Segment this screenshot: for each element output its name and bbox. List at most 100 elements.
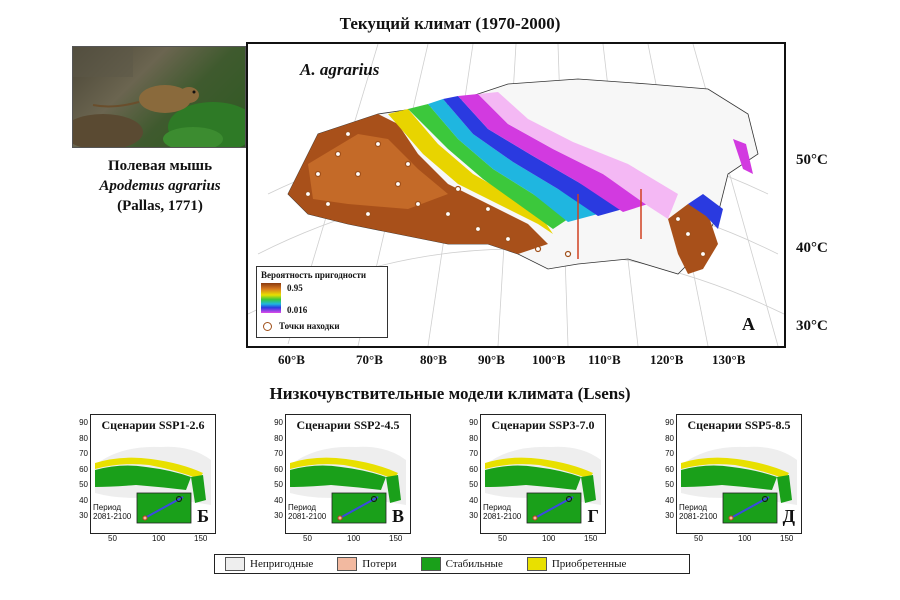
x-tick-label: 50 [694, 534, 703, 543]
suitability-band-pink [478, 92, 678, 219]
period-value: 2081-2100 [679, 512, 718, 521]
legend-swatch [225, 557, 245, 571]
y-tick-label: 50 [274, 480, 283, 489]
scenario-letter: Д [782, 506, 795, 526]
scenario-map [681, 446, 797, 524]
y-tick-label: 30 [469, 511, 478, 520]
mouse-photo [72, 46, 246, 148]
period-label: Период 2081-2100 [288, 503, 326, 521]
scenario-letter: В [391, 506, 404, 526]
species-latin-name: Apodemus agrarius [99, 178, 221, 194]
legend-swatch [420, 557, 441, 571]
suitability-legend: Вероятность пригодности 0.95 0.016 Точки… [256, 266, 388, 338]
scenario-title: Сценарии SSP5-8.5 [687, 418, 791, 432]
lon-label: 110°B [588, 352, 621, 367]
y-tick-label: 50 [79, 480, 88, 489]
suitability-color-ramp [261, 283, 281, 313]
y-tick-label: 60 [665, 464, 674, 474]
y-tick-label: 60 [469, 464, 478, 474]
y-tick-label: 60 [79, 464, 88, 474]
x-tick-label: 50 [303, 534, 312, 543]
occurrence-points [304, 130, 707, 258]
suitability-band-cyan [428, 99, 598, 222]
lat-label: 30°C [796, 318, 828, 334]
y-tick-label: 40 [79, 495, 88, 505]
x-tick-label: 150 [389, 534, 403, 543]
lon-label: 80°B [420, 352, 447, 367]
suitability-max: 0.95 [287, 283, 303, 293]
main-map-panel-letter: A [742, 314, 755, 334]
scenario-map [95, 446, 211, 524]
scenario-panel: Сценарии SSP2-4.5 Период 2081-2100 В [285, 414, 411, 534]
legend-item-gained: Приобретенные [526, 557, 626, 571]
lon-label: 100°B [532, 352, 566, 367]
scenario-title: Сценарии SSP3-7.0 [491, 418, 595, 432]
map-title: Текущий климат (1970-2000) [339, 14, 561, 33]
scenario-panel: Сценарии SSP3-7.0 Период 2081-2100 Г [480, 414, 606, 534]
legend-item-stable: Стабильные [420, 557, 503, 571]
x-tick-label: 50 [498, 534, 507, 543]
suitability-band-yellow [388, 109, 553, 234]
y-tick-label: 80 [274, 433, 283, 443]
legend-swatch [337, 557, 358, 571]
suitability-min: 0.016 [287, 305, 308, 315]
period-label: Период 2081-2100 [483, 503, 521, 521]
x-tick-label: 150 [194, 534, 208, 543]
period-value: 2081-2100 [93, 512, 132, 521]
scenario-panel: Сценарии SSP5-8.5 Период 2081-2100 Д [676, 414, 802, 534]
lon-label: 60°B [278, 352, 305, 367]
y-tick-label: 70 [79, 449, 88, 458]
scenario-title: Сценарии SSP2-4.5 [296, 418, 400, 432]
legend-label: Непригодные [250, 558, 314, 570]
y-tick-label: 90 [79, 418, 88, 427]
lon-label: 120°B [650, 352, 684, 367]
far-east-band-blue [688, 194, 723, 229]
x-tick-label: 100 [738, 534, 752, 543]
x-tick-label: 50 [108, 534, 117, 543]
legend-label: Потери [362, 558, 397, 570]
period-value: 2081-2100 [483, 512, 522, 521]
y-tick-label: 70 [665, 449, 674, 458]
species-author: (Pallas, 1771) [117, 198, 203, 214]
suitability-legend-title: Вероятность пригодности [261, 270, 367, 280]
y-tick-label: 30 [274, 511, 283, 520]
y-tick-label: 60 [274, 464, 283, 474]
legend-label: Стабильные [445, 558, 503, 570]
x-tick-label: 150 [584, 534, 598, 543]
species-common-name: Полевая мышь [107, 158, 213, 174]
scenario-title: Сценарии SSP1-2.6 [101, 418, 205, 432]
y-tick-label: 90 [274, 418, 283, 427]
period-title: Период [679, 503, 708, 512]
legend-swatch [526, 557, 547, 571]
y-tick-label: 90 [469, 418, 478, 427]
y-tick-label: 70 [274, 449, 283, 458]
lat-label: 40°C [796, 240, 828, 256]
lon-label: 90°B [478, 352, 505, 367]
suitability-band-green [408, 104, 568, 229]
y-tick-label: 80 [469, 433, 478, 443]
period-label: Период 2081-2100 [93, 503, 131, 521]
y-tick-label: 40 [665, 495, 674, 505]
scenario-map [290, 446, 406, 524]
kamchatka-band [733, 139, 753, 174]
occurrence-point-icon [263, 322, 272, 331]
legend-item-losses: Потери [337, 557, 397, 571]
x-tick-label: 150 [780, 534, 794, 543]
period-title: Период [93, 503, 122, 512]
y-tick-label: 80 [665, 433, 674, 443]
scenario-letter: Б [197, 506, 209, 526]
scenario-panel: Сценарии SSP1-2.6 Период 2081-2100 Б [90, 414, 216, 534]
scenarios-subtitle: Низкочувствительные модели климата (Lsen… [269, 384, 631, 403]
period-label: Период 2081-2100 [679, 503, 717, 521]
far-east-suitability [668, 204, 718, 274]
occurrence-points-label: Точки находки [279, 321, 340, 331]
x-tick-label: 100 [347, 534, 361, 543]
y-tick-label: 50 [665, 480, 674, 489]
lon-label: 70°B [356, 352, 383, 367]
y-tick-label: 80 [79, 433, 88, 443]
scenario-letter: Г [587, 506, 599, 526]
period-value: 2081-2100 [288, 512, 327, 521]
y-tick-label: 50 [469, 480, 478, 489]
x-tick-label: 100 [152, 534, 166, 543]
lon-label: 130°B [712, 352, 746, 367]
